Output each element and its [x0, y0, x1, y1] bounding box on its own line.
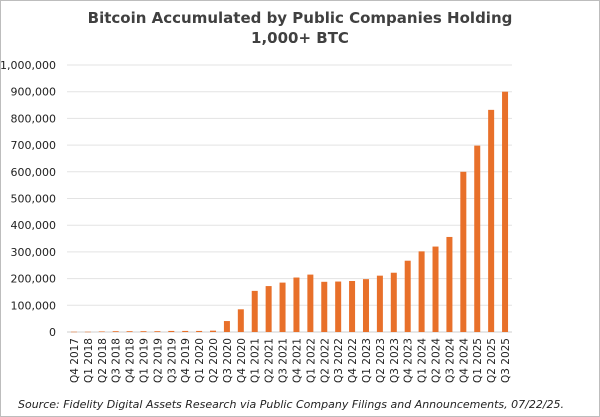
bar	[140, 331, 147, 332]
x-tick-label: Q4 2019	[180, 338, 192, 383]
bar	[84, 331, 91, 333]
x-tick-label: Q1 2022	[305, 338, 317, 383]
bar	[154, 331, 161, 332]
y-tick-label: 400,000	[11, 219, 57, 232]
bar	[502, 91, 509, 332]
bar	[210, 330, 217, 332]
bar	[196, 330, 203, 332]
bar	[362, 279, 369, 332]
x-tick-label: Q3 2023	[389, 338, 401, 383]
y-tick-label: 1,000,000	[0, 59, 56, 72]
bar	[460, 171, 467, 332]
x-tick-label: Q4 2022	[347, 338, 359, 383]
x-tick-label: Q3 2019	[166, 338, 178, 383]
y-tick-label: 700,000	[11, 139, 57, 152]
y-tick-label: 500,000	[11, 193, 57, 206]
bar	[70, 331, 77, 333]
bar	[390, 272, 397, 332]
x-tick-label: Q2 2024	[431, 338, 443, 383]
bar	[488, 109, 495, 332]
bar	[446, 236, 453, 332]
bar	[349, 281, 356, 332]
x-tick-label: Q3 2024	[444, 338, 456, 383]
x-tick-label: Q1 2018	[83, 338, 95, 383]
x-tick-label: Q2 2021	[264, 338, 276, 383]
source-note: Source: Fidelity Digital Assets Research…	[18, 398, 565, 411]
bar	[251, 290, 258, 332]
x-tick-label: Q3 2020	[222, 338, 234, 383]
bar	[376, 275, 383, 332]
bar	[98, 331, 105, 332]
bar	[112, 331, 119, 332]
x-tick-label: Q2 2018	[97, 338, 109, 383]
x-tick-label: Q4 2023	[403, 338, 415, 383]
x-tick-label: Q4 2021	[291, 338, 303, 383]
bar	[237, 309, 244, 332]
bar	[307, 274, 314, 332]
bar	[432, 246, 439, 332]
bar	[474, 145, 481, 332]
bar	[168, 330, 175, 332]
x-tick-label: Q1 2021	[250, 338, 262, 383]
bar	[293, 277, 300, 332]
x-tick-label: Q1 2019	[138, 338, 150, 383]
x-tick-label: Q3 2025	[500, 338, 512, 383]
y-tick-label: 300,000	[11, 246, 57, 259]
y-tick-label: 600,000	[11, 166, 57, 179]
x-tick-label: Q2 2023	[375, 338, 387, 383]
x-tick-label: Q2 2025	[486, 338, 498, 383]
y-tick-label: 200,000	[11, 273, 57, 286]
bar	[126, 331, 133, 332]
y-tick-label: 900,000	[11, 86, 57, 99]
x-tick-label: Q4 2018	[125, 338, 137, 383]
y-tick-label: 800,000	[11, 112, 57, 125]
x-tick-label: Q2 2022	[319, 338, 331, 383]
x-tick-label: Q1 2025	[472, 338, 484, 383]
x-tick-label: Q3 2018	[111, 338, 123, 383]
y-tick-label: 100,000	[11, 299, 57, 312]
x-tick-label: Q3 2021	[278, 338, 290, 383]
y-tick-label: 0	[49, 326, 56, 339]
x-tick-label: Q1 2020	[194, 338, 206, 383]
bar	[223, 321, 230, 332]
bar	[279, 282, 286, 332]
x-tick-label: Q4 2017	[69, 338, 81, 383]
x-tick-label: Q4 2024	[458, 338, 470, 383]
x-tick-label: Q1 2024	[417, 338, 429, 383]
x-tick-label: Q1 2023	[361, 338, 373, 383]
bar	[182, 330, 189, 332]
x-tick-label: Q2 2020	[208, 338, 220, 383]
x-tick-label: Q3 2022	[333, 338, 345, 383]
chart-title: Bitcoin Accumulated by Public Companies …	[87, 9, 513, 47]
bar	[418, 251, 425, 332]
bar	[335, 281, 342, 332]
bar	[265, 286, 272, 332]
x-tick-label: Q2 2019	[152, 338, 164, 383]
bar	[321, 281, 328, 332]
bar	[404, 260, 411, 332]
x-tick-label: Q4 2020	[236, 338, 248, 383]
